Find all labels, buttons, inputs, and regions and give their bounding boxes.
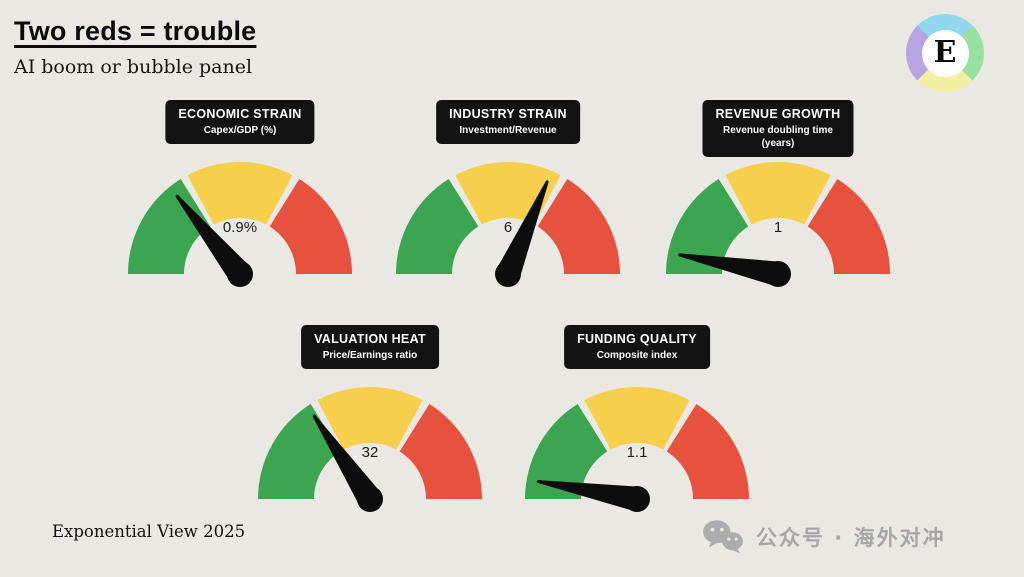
gauge-zone-red bbox=[269, 179, 352, 274]
gauge-value: 1 bbox=[774, 219, 782, 236]
gauge-zone-red bbox=[537, 179, 620, 274]
title-block: Two reds = trouble AI boom or bubble pan… bbox=[14, 16, 256, 78]
watermark: 公众号 · 海外对冲 bbox=[702, 519, 946, 555]
gauge-zone-yellow bbox=[187, 162, 293, 225]
gauge-title: VALUATION HEAT bbox=[314, 332, 426, 346]
gauge-needle bbox=[312, 414, 383, 512]
gauge-subtitle: Capex/GDP (%) bbox=[203, 125, 277, 136]
gauge-needle bbox=[678, 253, 791, 287]
gauge-label: INDUSTRY STRAIN Investment/Revenue bbox=[436, 100, 580, 144]
gauge-label: REVENUE GROWTH Revenue doubling time (yea… bbox=[702, 100, 854, 157]
logo-letter: E bbox=[933, 35, 957, 70]
gauge-value: 6 bbox=[504, 219, 512, 236]
gauge-title: INDUSTRY STRAIN bbox=[449, 107, 567, 121]
gauge-dial: 32 bbox=[258, 387, 482, 512]
gauge-subtitle: Price/Earnings ratio bbox=[322, 350, 418, 361]
logo-inner-circle: E bbox=[921, 29, 969, 77]
gauge-title: FUNDING QUALITY bbox=[577, 332, 697, 346]
gauge-subtitle: Investment/Revenue bbox=[459, 125, 557, 136]
gauge-subtitle: Composite index bbox=[596, 350, 678, 361]
gauge-zone-yellow bbox=[584, 387, 690, 450]
gauge-subtitle: Revenue doubling time (years) bbox=[722, 125, 833, 149]
gauge-label: ECONOMIC STRAIN Capex/GDP (%) bbox=[165, 100, 315, 144]
watermark-text: 公众号 · 海外对冲 bbox=[756, 526, 946, 550]
gauge-zone-red bbox=[399, 404, 482, 499]
gauge-economic-strain: ECONOMIC STRAIN Capex/GDP (%) 0.9% bbox=[120, 100, 360, 310]
gauge-title: REVENUE GROWTH bbox=[715, 107, 841, 121]
gauge-value: 1.1 bbox=[627, 444, 648, 461]
page-title: Two reds = trouble bbox=[14, 16, 257, 46]
gauge-dial: 1 bbox=[666, 162, 890, 287]
source-credit: Exponential View 2025 bbox=[52, 522, 246, 541]
gauge-zone-green bbox=[396, 179, 479, 274]
gauge-zone-red bbox=[807, 179, 890, 274]
gauge-value: 0.9% bbox=[223, 219, 257, 236]
gauge-dial: 1.1 bbox=[525, 387, 749, 512]
gauge-needle bbox=[495, 180, 549, 287]
gauge-industry-strain: INDUSTRY STRAIN Investment/Revenue 6 bbox=[388, 100, 628, 310]
gauge-revenue-growth: REVENUE GROWTH Revenue doubling time (yea… bbox=[658, 100, 898, 310]
page-subtitle: AI boom or bubble panel bbox=[14, 56, 253, 78]
gauge-needle bbox=[175, 194, 253, 287]
gauge-label: VALUATION HEAT Price/Earnings ratio bbox=[301, 325, 439, 369]
gauge-zone-green bbox=[128, 179, 211, 274]
gauge-valuation-heat: VALUATION HEAT Price/Earnings ratio 32 bbox=[250, 325, 490, 535]
gauge-funding-quality: FUNDING QUALITY Composite index 1.1 bbox=[517, 325, 757, 535]
gauge-zone-yellow bbox=[725, 162, 831, 225]
wechat-icon bbox=[703, 520, 743, 554]
gauge-needle bbox=[537, 480, 650, 512]
gauge-zone-green bbox=[525, 404, 608, 499]
gauge-dial: 6 bbox=[396, 162, 620, 287]
gauge-zone-green bbox=[666, 179, 749, 274]
exponential-view-logo: E bbox=[906, 14, 984, 92]
gauge-dial: 0.9% bbox=[128, 162, 352, 287]
gauge-value: 32 bbox=[362, 444, 379, 461]
gauge-zone-red bbox=[666, 404, 749, 499]
gauge-label: FUNDING QUALITY Composite index bbox=[564, 325, 710, 369]
gauge-title: ECONOMIC STRAIN bbox=[178, 107, 302, 121]
gauge-zone-yellow bbox=[317, 387, 423, 450]
